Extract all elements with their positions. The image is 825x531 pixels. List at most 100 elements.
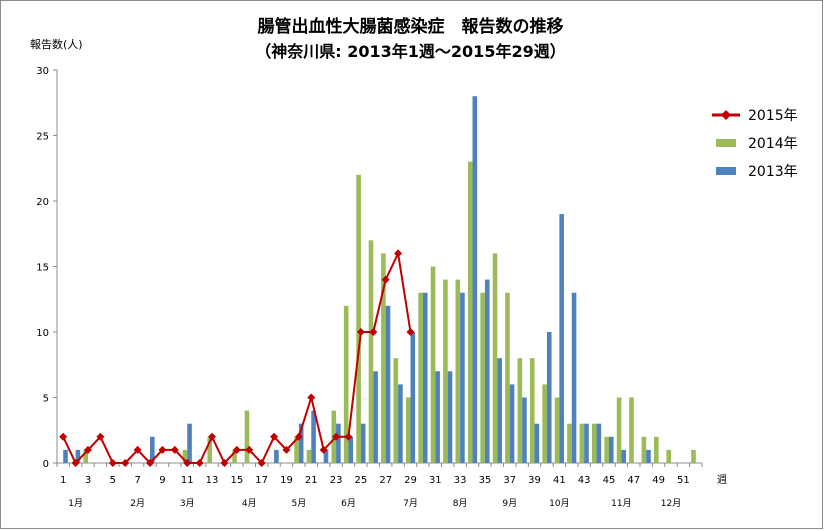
- bar-2013: [336, 423, 341, 463]
- point-2015: [195, 459, 204, 467]
- point-2015: [294, 432, 303, 441]
- month-label: 7月: [403, 498, 418, 509]
- bar-2013: [546, 332, 552, 463]
- bar-2014: [381, 253, 386, 463]
- point-2015: [270, 432, 279, 441]
- month-label: 11月: [611, 498, 631, 509]
- bar-2013: [522, 397, 527, 463]
- bar-2013: [447, 371, 453, 463]
- y-tick-label: 15: [36, 263, 49, 274]
- bar-2014: [567, 423, 572, 463]
- point-2015: [96, 432, 105, 441]
- month-label: 3月: [180, 498, 195, 509]
- chart-subtitle: （神奈川県: 2013年1週～2015年29週）: [255, 42, 566, 61]
- x-tick-label: 21: [305, 475, 318, 486]
- x-tick-label: 5: [110, 475, 116, 486]
- bar-2014: [492, 253, 498, 463]
- bar-2013: [460, 292, 465, 463]
- bar-2014: [83, 449, 89, 463]
- month-label: 6月: [341, 498, 356, 509]
- legend-swatch-2013: [716, 167, 736, 175]
- legend-swatch-2014: [716, 139, 736, 147]
- bar-2014: [405, 397, 411, 463]
- bar-2014: [505, 292, 510, 463]
- y-axis-label: 報告数(人): [30, 38, 83, 51]
- bar-2013: [63, 449, 68, 463]
- bar-2014: [529, 358, 535, 463]
- point-2015: [282, 445, 291, 454]
- bar-2013: [385, 305, 391, 463]
- bar-2014: [579, 423, 585, 463]
- bar-2013: [509, 384, 515, 463]
- x-tick-label: 29: [404, 475, 417, 486]
- y-tick-label: 25: [36, 132, 49, 143]
- bar-2014: [418, 292, 423, 463]
- bar-2014: [232, 449, 237, 463]
- bar-2014: [343, 305, 349, 463]
- bar-2014: [591, 423, 597, 463]
- bar-2014: [430, 266, 436, 463]
- bar-2013: [559, 214, 564, 463]
- bar-2014: [641, 436, 647, 463]
- bar-2014: [691, 449, 696, 463]
- point-2015: [121, 459, 130, 467]
- y-tick-label: 5: [43, 394, 49, 405]
- x-tick-label: 35: [479, 475, 492, 486]
- point-2015: [381, 275, 390, 284]
- x-tick-label: 15: [230, 475, 243, 486]
- month-label: 2月: [130, 498, 145, 509]
- x-tick-label: 19: [280, 475, 293, 486]
- bar-2013: [323, 449, 329, 463]
- x-tick-label: 1: [60, 475, 66, 486]
- bar-2013: [484, 279, 490, 463]
- x-tick-label: 3: [85, 475, 91, 486]
- point-2015: [319, 445, 328, 454]
- x-tick-label: 37: [503, 475, 516, 486]
- point-2015: [59, 432, 68, 441]
- point-2015: [344, 432, 353, 441]
- y-tick-label: 20: [36, 197, 49, 208]
- bar-2013: [311, 410, 316, 463]
- bar-2014: [393, 358, 399, 463]
- point-2015: [356, 328, 365, 336]
- x-tick-label: 7: [134, 475, 140, 486]
- x-tick-label: 9: [159, 475, 165, 486]
- bar-2014: [207, 436, 213, 463]
- point-2015: [108, 459, 117, 467]
- month-label: 1月: [68, 498, 83, 509]
- x-tick-label: 45: [603, 475, 616, 486]
- x-tick-label: 13: [206, 475, 219, 486]
- x-tick-label: 27: [379, 475, 392, 486]
- x-tick-label: 17: [255, 475, 268, 486]
- point-2015: [394, 249, 403, 258]
- point-2015: [307, 393, 316, 402]
- point-2015: [369, 328, 378, 336]
- bar-2014: [517, 358, 523, 463]
- y-tick-label: 30: [36, 66, 49, 77]
- bar-2013: [298, 423, 304, 463]
- x-tick-label: 23: [330, 475, 343, 486]
- bar-2013: [435, 371, 440, 463]
- bar-2014: [356, 174, 361, 464]
- bar-2013: [422, 292, 428, 463]
- month-label: 10月: [549, 498, 569, 509]
- month-label: 4月: [242, 498, 257, 509]
- bar-2013: [75, 449, 81, 463]
- bar-2013: [187, 423, 192, 463]
- bar-2013: [571, 292, 577, 463]
- bar-2014: [666, 449, 671, 463]
- point-2015: [406, 328, 415, 336]
- bar-2013: [584, 423, 589, 463]
- bar-2013: [150, 436, 155, 463]
- bar-2013: [398, 384, 403, 463]
- x-tick-label: 51: [677, 475, 690, 486]
- point-2015: [84, 445, 93, 454]
- point-2015: [170, 445, 179, 454]
- bar-2013: [608, 436, 614, 463]
- month-label: 9月: [502, 498, 517, 509]
- bar-2013: [534, 423, 540, 463]
- x-tick-label: 25: [355, 475, 368, 486]
- x-tick-label: 49: [652, 475, 665, 486]
- bar-2014: [455, 279, 461, 463]
- point-2015: [71, 459, 80, 467]
